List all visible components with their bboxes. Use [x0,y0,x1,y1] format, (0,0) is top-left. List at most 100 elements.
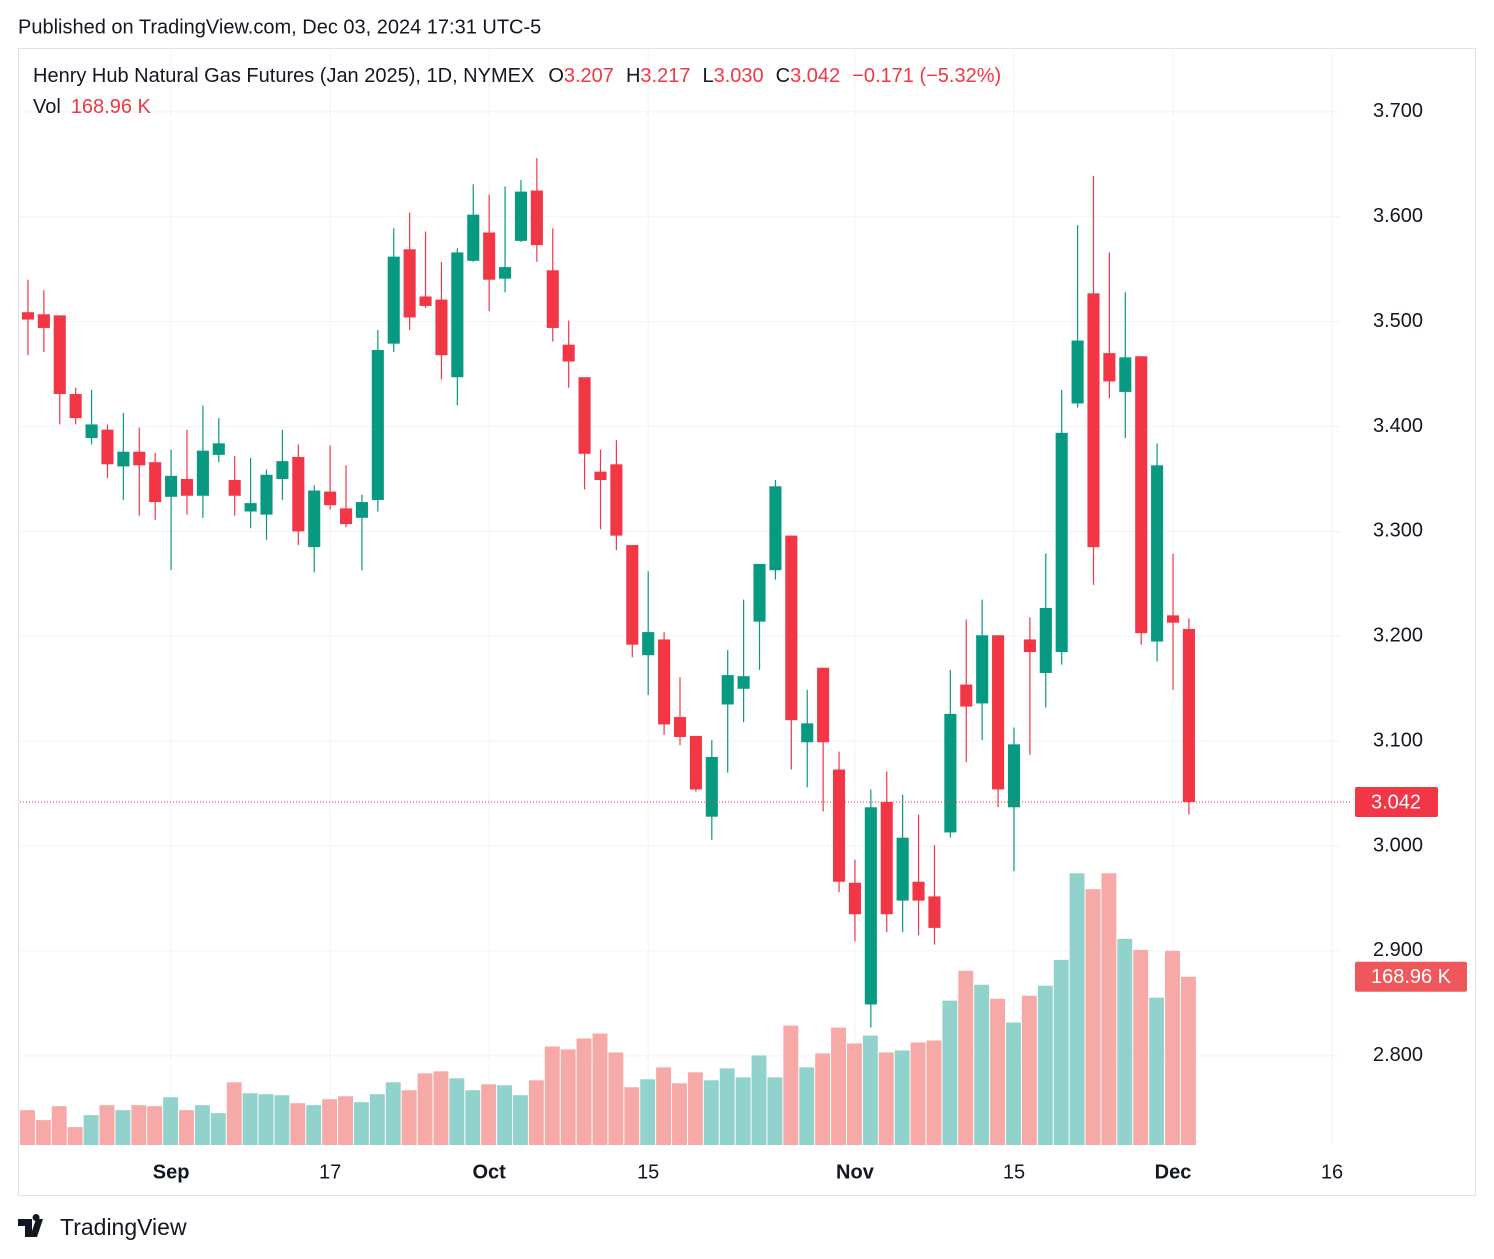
volume-bar [751,1055,767,1145]
candle-body [626,545,639,645]
y-tick-label: 3.700 [1373,100,1423,122]
volume-layer [20,873,1196,1145]
x-tick-label: 17 [319,1161,341,1183]
candle-body [324,491,337,506]
candle-body [928,896,941,928]
legend-value: 3.030 [714,65,764,87]
volume-bar [210,1113,226,1145]
volume-bar [783,1025,799,1145]
volume-bar [878,1052,894,1145]
candle-body [721,675,734,705]
y-tick-label: 2.800 [1373,1044,1423,1066]
candle-body [196,450,209,496]
candle-body [848,882,861,915]
legend-label: L [702,65,713,87]
candle-body [292,456,305,532]
x-tick-label: Dec [1155,1161,1192,1183]
x-tick-label: 15 [1003,1161,1025,1183]
candle-body [483,232,496,280]
candle-body [37,314,50,328]
volume-bar [958,970,974,1145]
volume-bar [115,1110,131,1145]
volume-bar [99,1105,115,1145]
legend-change: −0.171 (−5.32%) [852,65,1001,87]
volume-bar [528,1080,544,1145]
candle-body [896,837,909,901]
legend-value: 3.042 [790,65,840,87]
candle-body [21,312,34,320]
volume-bar [322,1099,338,1145]
candle-body [1103,353,1116,382]
candle-body [1055,432,1068,653]
volume-bar [179,1110,194,1145]
volume-bar [1180,976,1196,1145]
candle-body [149,462,162,503]
volume-bar [544,1046,560,1145]
brand-name: TradingView [60,1214,187,1240]
volume-bar [1085,889,1101,1145]
y-tick-label: 3.400 [1373,415,1423,437]
legend-value: 3.217 [640,65,690,87]
volume-bar [1149,997,1165,1145]
volume-bar [1053,959,1069,1145]
volume-bar [290,1103,306,1145]
candle-body [276,461,289,479]
candle-body [133,451,146,466]
candle-body [228,480,241,496]
candle-body [610,464,623,536]
candle-body [642,632,655,656]
candle-body [69,394,82,419]
volume-bar [672,1083,687,1145]
candle-body [1182,628,1195,803]
candle-body [753,563,766,622]
x-tick-label: 16 [1321,1161,1343,1183]
x-tick-label: Nov [836,1161,875,1183]
candle-body [260,474,273,515]
volume-bar [592,1033,608,1145]
candle-body [339,508,353,525]
candle-body [499,267,512,279]
volume-bar [513,1095,528,1145]
candle-body [244,503,257,512]
candle-body [1166,615,1180,623]
candle-body [817,667,830,743]
volume-bar [449,1078,465,1145]
volume-bar [560,1049,576,1145]
volume-bar [1133,949,1149,1145]
legend-line: Henry Hub Natural Gas Futures (Jan 2025)… [33,65,1001,87]
y-tick-label: 3.500 [1373,310,1423,332]
last-price-label: 3.042 [1371,791,1421,813]
volume-bar [35,1120,51,1145]
volume-bar [656,1067,672,1145]
volume-bar [1006,1022,1021,1145]
candle-body [912,881,925,901]
candle-body [403,249,416,318]
y-tick-label: 3.600 [1373,205,1423,227]
volume-bar [910,1042,926,1145]
volume-bar [67,1127,83,1145]
volume-value: 168.96 K [71,96,152,118]
volume-bar [194,1105,210,1145]
candle-body [117,451,130,467]
y-tick-label: 2.900 [1373,939,1423,961]
candle-body [594,471,607,481]
candle-body [801,723,814,743]
legend-label: H [626,65,640,87]
volume-bar [258,1094,274,1145]
volume-bar [894,1050,910,1145]
candle-body [1087,293,1100,548]
volume-bar [163,1097,179,1145]
volume-tag-label: 168.96 K [1371,966,1452,988]
volume-bar [306,1105,322,1145]
volume-bar [846,1043,862,1145]
volume-bar [862,1035,878,1145]
volume-bar [481,1084,497,1145]
candle-body [85,424,98,439]
y-tick-label: 3.000 [1373,834,1423,856]
symbol-title: Henry Hub Natural Gas Futures (Jan 2025)… [33,65,534,87]
volume-label: Vol [33,96,61,118]
volume-bar [1165,950,1180,1145]
volume-bar [687,1072,703,1145]
candle-body [673,717,687,737]
y-tick-label: 3.200 [1373,625,1423,647]
